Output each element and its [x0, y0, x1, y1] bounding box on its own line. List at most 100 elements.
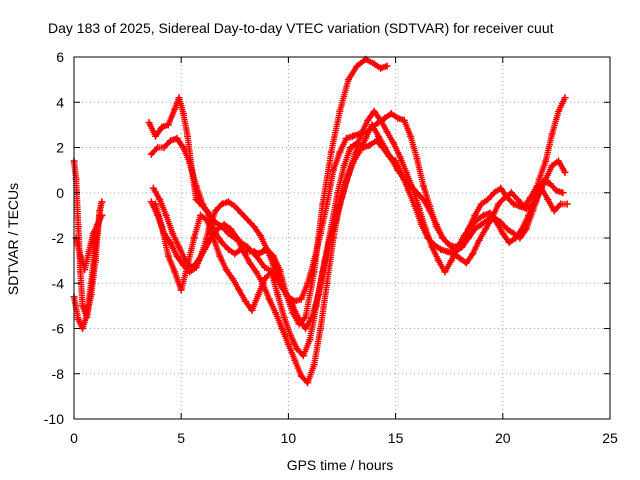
data-point [158, 123, 166, 131]
data-point [419, 195, 428, 204]
data-point [297, 295, 305, 303]
data-point [372, 137, 381, 145]
data-point [477, 220, 486, 229]
data-point [454, 243, 462, 251]
x-axis-label: GPS time / hours [287, 457, 394, 473]
data-point [173, 134, 181, 143]
data-point [252, 252, 260, 260]
data-point [471, 211, 479, 220]
data-point [198, 200, 207, 208]
data-point [190, 234, 198, 242]
data-point [334, 189, 342, 197]
data-point [509, 229, 518, 238]
data-point [282, 290, 290, 299]
data-point [301, 313, 310, 321]
data-point [183, 261, 192, 269]
data-point [338, 193, 346, 201]
data-point [544, 195, 552, 204]
data-point [439, 234, 447, 242]
data-point [203, 216, 211, 224]
data-point [74, 222, 82, 231]
data-point [552, 186, 561, 195]
data-point [464, 234, 473, 242]
data-point [559, 189, 567, 197]
data-point [490, 189, 498, 197]
data-point [400, 116, 408, 125]
data-point [374, 132, 383, 140]
data-point [381, 114, 389, 122]
data-point [396, 152, 404, 161]
y-tick-label: -2 [52, 230, 65, 246]
data-point [269, 261, 278, 269]
data-point [166, 137, 175, 145]
data-point [248, 306, 256, 315]
data-point [383, 62, 391, 70]
data-point [218, 200, 226, 208]
data-point [93, 220, 102, 229]
data-point [394, 114, 402, 122]
y-tick-label: 6 [56, 49, 64, 65]
data-point [469, 250, 477, 258]
data-point [336, 107, 344, 115]
data-point [164, 121, 173, 129]
data-point [295, 315, 303, 324]
data-point [370, 107, 378, 115]
data-point [473, 216, 481, 224]
data-point [381, 143, 389, 152]
data-point [162, 211, 170, 220]
data-point [475, 236, 483, 244]
data-point [520, 202, 528, 211]
data-point [151, 200, 160, 208]
data-point [319, 268, 327, 276]
y-tick-label: -8 [52, 366, 65, 382]
data-point [561, 168, 569, 177]
data-point [368, 121, 376, 129]
data-point [153, 143, 162, 152]
data-point [256, 232, 265, 240]
data-point [284, 340, 293, 349]
data-point [554, 107, 563, 115]
data-point [175, 243, 183, 251]
data-point [183, 132, 192, 140]
data-point [291, 356, 299, 364]
data-point [331, 216, 340, 224]
data-point [310, 256, 318, 265]
data-point [361, 134, 370, 143]
x-tick-label: 25 [602, 430, 618, 446]
data-point [261, 275, 269, 283]
data-point [387, 109, 396, 118]
data-point [83, 311, 91, 319]
data-point [389, 139, 398, 147]
data-point [78, 302, 87, 310]
data-point [494, 200, 503, 208]
y-tick-label: 0 [56, 185, 64, 201]
data-point [147, 150, 155, 158]
data-point [306, 336, 314, 344]
data-point [158, 222, 166, 231]
data-point [325, 238, 333, 247]
data-point [548, 130, 556, 138]
data-point [276, 275, 284, 283]
data-point [492, 218, 501, 226]
data-point [265, 295, 273, 303]
data-point [87, 279, 95, 287]
data-point [394, 166, 402, 174]
data-point [241, 297, 250, 306]
data-point [460, 232, 468, 240]
data-point [171, 268, 179, 276]
data-point [224, 229, 233, 238]
data-point [541, 157, 550, 165]
data-point [280, 313, 288, 321]
data-point [196, 211, 205, 220]
data-point [509, 200, 518, 208]
data-point [235, 286, 243, 294]
data-point [160, 143, 168, 152]
data-point [342, 134, 350, 143]
data-point [278, 324, 286, 333]
data-point [479, 211, 488, 220]
data-point [364, 116, 372, 125]
data-point [443, 247, 451, 256]
data-point [336, 148, 344, 156]
data-point [301, 324, 310, 333]
x-tick-label: 20 [495, 430, 511, 446]
